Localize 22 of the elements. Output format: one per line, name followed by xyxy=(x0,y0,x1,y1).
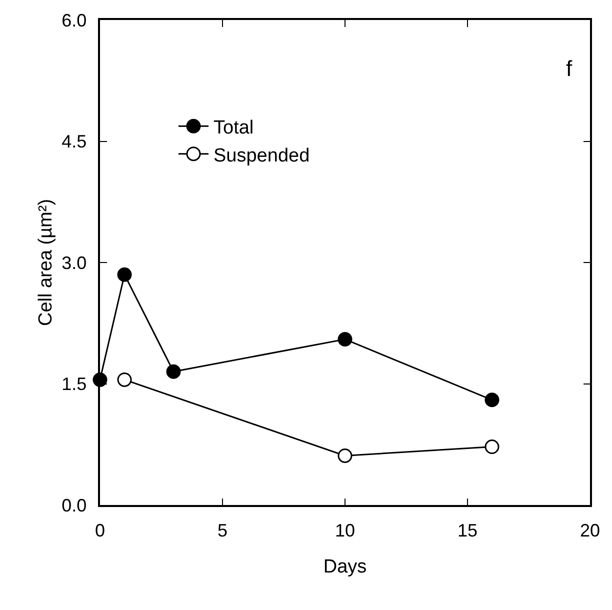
y-tick-label: 1.5 xyxy=(62,374,87,394)
point xyxy=(338,448,352,463)
y-tick-label: 0.0 xyxy=(62,495,87,516)
x-tick-label: 5 xyxy=(217,520,228,540)
point xyxy=(117,372,132,387)
x-tick-label: 10 xyxy=(334,520,356,540)
legend-label: Suspended xyxy=(214,145,310,166)
point xyxy=(338,332,352,347)
x-tick-label: 15 xyxy=(457,520,478,540)
x-tick-label: 20 xyxy=(580,520,600,540)
point xyxy=(117,267,132,282)
x-tick-label: 0 xyxy=(94,520,106,540)
annotation: f xyxy=(566,56,573,81)
y-tick-label: 6.0 xyxy=(62,10,87,30)
y-tick-label: 4.5 xyxy=(62,132,87,152)
y-axis-title: Cell area (µm²) xyxy=(36,198,56,326)
y-tick-label: 3.0 xyxy=(62,252,87,273)
point xyxy=(166,364,181,379)
x-axis-title: Days xyxy=(323,556,367,578)
point xyxy=(484,440,500,454)
point xyxy=(484,392,500,408)
legend-label: Total xyxy=(214,118,254,139)
